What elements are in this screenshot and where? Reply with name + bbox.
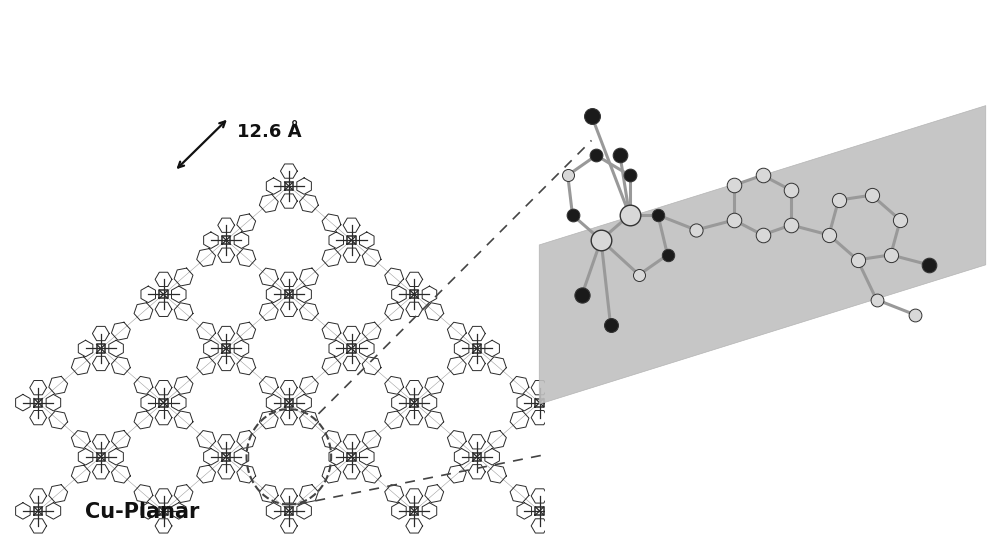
Point	[584, 111, 600, 120]
Point	[593, 235, 609, 244]
Point	[906, 310, 922, 319]
Text: Cu-Planar: Cu-Planar	[85, 502, 199, 522]
Point	[622, 211, 638, 219]
Point	[560, 171, 576, 180]
Point	[612, 151, 628, 159]
Point	[755, 231, 771, 239]
Point	[755, 171, 771, 180]
Polygon shape	[539, 105, 986, 404]
Point	[783, 221, 799, 230]
Point	[688, 226, 704, 234]
Point	[622, 171, 638, 180]
Point	[892, 216, 908, 224]
Point	[864, 191, 880, 200]
Text: 12.6 Å: 12.6 Å	[237, 123, 302, 141]
Point	[850, 256, 866, 264]
Point	[821, 231, 837, 239]
Point	[660, 250, 676, 259]
Point	[726, 216, 742, 224]
Point	[564, 211, 580, 219]
Point	[726, 181, 742, 189]
Point	[783, 186, 799, 194]
Point	[574, 291, 590, 299]
Point	[883, 250, 899, 259]
Point	[921, 261, 937, 269]
Point	[830, 196, 846, 204]
Point	[868, 295, 885, 304]
Point	[650, 211, 666, 219]
Point	[602, 320, 618, 329]
Point	[631, 271, 647, 279]
Point	[588, 151, 604, 159]
